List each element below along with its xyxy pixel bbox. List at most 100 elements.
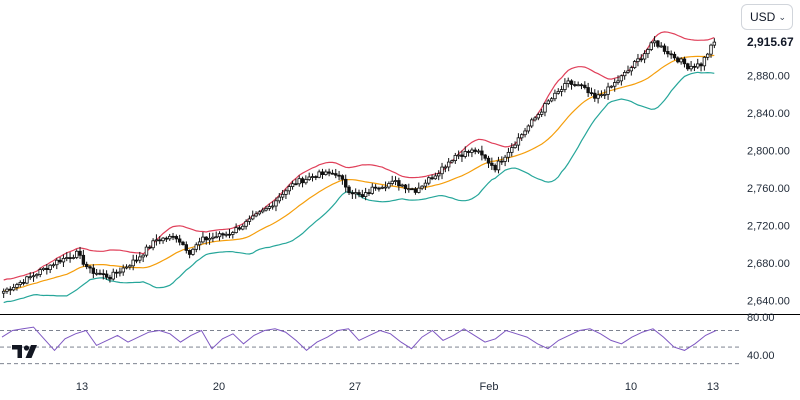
candle: [453, 152, 458, 164]
candle: [25, 275, 29, 285]
candle: [520, 133, 524, 141]
candle: [363, 187, 368, 201]
candle: [324, 169, 328, 176]
candle: [51, 262, 56, 268]
candle: [506, 147, 511, 163]
candle: [45, 263, 49, 275]
candle: [171, 232, 175, 241]
candle: [108, 274, 112, 283]
candle: [430, 174, 434, 181]
candle: [231, 230, 235, 239]
candle: [476, 148, 481, 154]
candle: [526, 124, 531, 134]
candle: [111, 268, 115, 281]
candle: [569, 79, 574, 90]
candle: [456, 150, 461, 160]
chevron-down-icon: ⌄: [778, 11, 786, 22]
candle: [463, 146, 467, 159]
candle: [340, 174, 345, 185]
candle: [78, 246, 82, 260]
candle: [705, 52, 710, 61]
candle: [154, 234, 159, 246]
candle: [121, 264, 125, 276]
candle: [21, 279, 26, 286]
candle: [234, 223, 238, 234]
candle: [662, 43, 667, 55]
candle: [656, 39, 660, 49]
candle: [241, 223, 245, 231]
candle: [1, 288, 6, 299]
candle: [676, 56, 680, 64]
candle: [191, 247, 195, 256]
candle: [357, 189, 361, 198]
candle: [659, 42, 663, 48]
candle: [207, 232, 212, 245]
candle: [101, 269, 105, 280]
candle: [257, 210, 262, 216]
candle: [247, 215, 252, 225]
candle: [373, 184, 378, 191]
candle: [702, 56, 707, 71]
candle: [579, 83, 584, 90]
candle: [128, 264, 132, 270]
candle: [300, 176, 305, 188]
price-tick-label: 2,760.00: [747, 183, 790, 195]
candle: [48, 264, 52, 274]
time-tick-label: Feb: [480, 381, 499, 393]
candle: [141, 253, 145, 263]
candle: [410, 187, 414, 191]
candle: [184, 241, 189, 254]
candle: [473, 147, 477, 155]
rsi-line: [1, 326, 717, 352]
candle: [38, 267, 42, 278]
candle: [353, 188, 358, 199]
candle: [148, 245, 152, 249]
candle: [211, 232, 215, 242]
candle: [622, 70, 627, 80]
candle: [433, 172, 438, 180]
candle: [28, 272, 32, 280]
candle: [450, 159, 454, 164]
candle: [599, 90, 604, 98]
candle: [486, 155, 491, 168]
candle: [347, 185, 351, 196]
candle: [307, 172, 311, 181]
candle: [55, 258, 59, 270]
candle: [413, 186, 418, 195]
candle: [15, 282, 19, 291]
candle: [168, 233, 172, 241]
candle: [510, 143, 514, 157]
candle: [546, 99, 550, 105]
candle: [573, 81, 577, 88]
candle: [158, 236, 162, 245]
currency-selector[interactable]: USD ⌄: [741, 4, 793, 30]
candle: [197, 237, 202, 251]
candle: [556, 88, 560, 95]
candle: [277, 193, 281, 204]
candle: [583, 81, 587, 90]
candle: [480, 145, 484, 161]
candle: [287, 184, 291, 195]
candle: [71, 254, 76, 260]
candle: [41, 267, 46, 272]
candle: [626, 65, 630, 74]
candle: [144, 244, 149, 258]
candle: [709, 43, 713, 58]
candle: [446, 158, 451, 172]
price-tick-label: 2,680.00: [747, 258, 790, 270]
price-tick-label: 2,800.00: [747, 146, 790, 158]
candle: [310, 173, 315, 182]
candle: [297, 175, 301, 187]
candle: [503, 154, 507, 167]
candle: [470, 147, 474, 158]
candle: [330, 169, 335, 175]
lower-band-line: [3, 71, 715, 304]
candle: [387, 181, 391, 190]
candle: [227, 228, 232, 239]
candle: [629, 65, 634, 76]
candle: [114, 269, 119, 278]
candle: [440, 162, 444, 180]
candle: [523, 127, 527, 138]
candle: [407, 183, 411, 193]
